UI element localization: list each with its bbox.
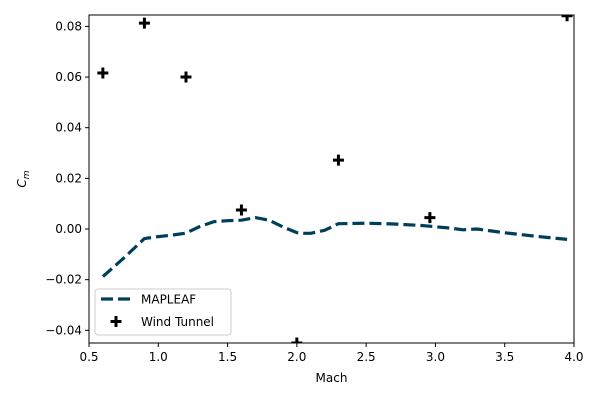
wind-tunnel-point — [424, 212, 436, 224]
x-axis-ticks: 0.5 1.0 1.5 2.0 2.5 3.0 3.5 4.0 — [79, 343, 584, 364]
x-axis-label: Mach — [316, 371, 348, 385]
series-markers-wind-tunnel — [97, 15, 573, 343]
x-tick-label: 3.0 — [426, 350, 445, 364]
wind-tunnel-point — [97, 67, 109, 79]
y-axis-label: Cm — [15, 170, 32, 187]
plot-area — [97, 15, 573, 343]
wind-tunnel-point — [180, 71, 192, 83]
x-tick-label: 1.5 — [218, 350, 237, 364]
x-tick-label: 1.0 — [149, 350, 168, 364]
x-tick-label: 2.0 — [287, 350, 306, 364]
x-tick-label: 0.5 — [79, 350, 98, 364]
legend: MAPLEAF Wind Tunnel — [94, 288, 232, 336]
y-tick-label: −0.02 — [45, 273, 82, 287]
series-line-mapleaf — [101, 216, 568, 278]
y-axis-ticks: −0.04 −0.02 0.00 0.02 0.04 0.06 0.08 — [45, 19, 89, 337]
wind-tunnel-point — [291, 337, 303, 343]
y-tick-label: 0.04 — [55, 121, 82, 135]
wind-tunnel-point — [561, 15, 573, 22]
y-tick-label: 0.06 — [55, 70, 82, 84]
wind-tunnel-point — [235, 204, 247, 216]
wind-tunnel-point — [332, 154, 344, 166]
x-tick-label: 2.5 — [357, 350, 376, 364]
legend-label-wind-tunnel: Wind Tunnel — [141, 315, 214, 329]
x-tick-label: 4.0 — [564, 350, 583, 364]
plot-frame — [88, 14, 575, 344]
wind-tunnel-point — [138, 17, 150, 29]
x-tick-label: 3.5 — [495, 350, 514, 364]
legend-label-mapleaf: MAPLEAF — [141, 293, 196, 307]
y-tick-label: −0.04 — [45, 323, 82, 337]
y-tick-label: 0.00 — [55, 222, 82, 236]
legend-swatch-wind-tunnel — [110, 316, 122, 327]
y-tick-label: 0.08 — [55, 19, 82, 33]
y-tick-label: 0.02 — [55, 171, 82, 185]
